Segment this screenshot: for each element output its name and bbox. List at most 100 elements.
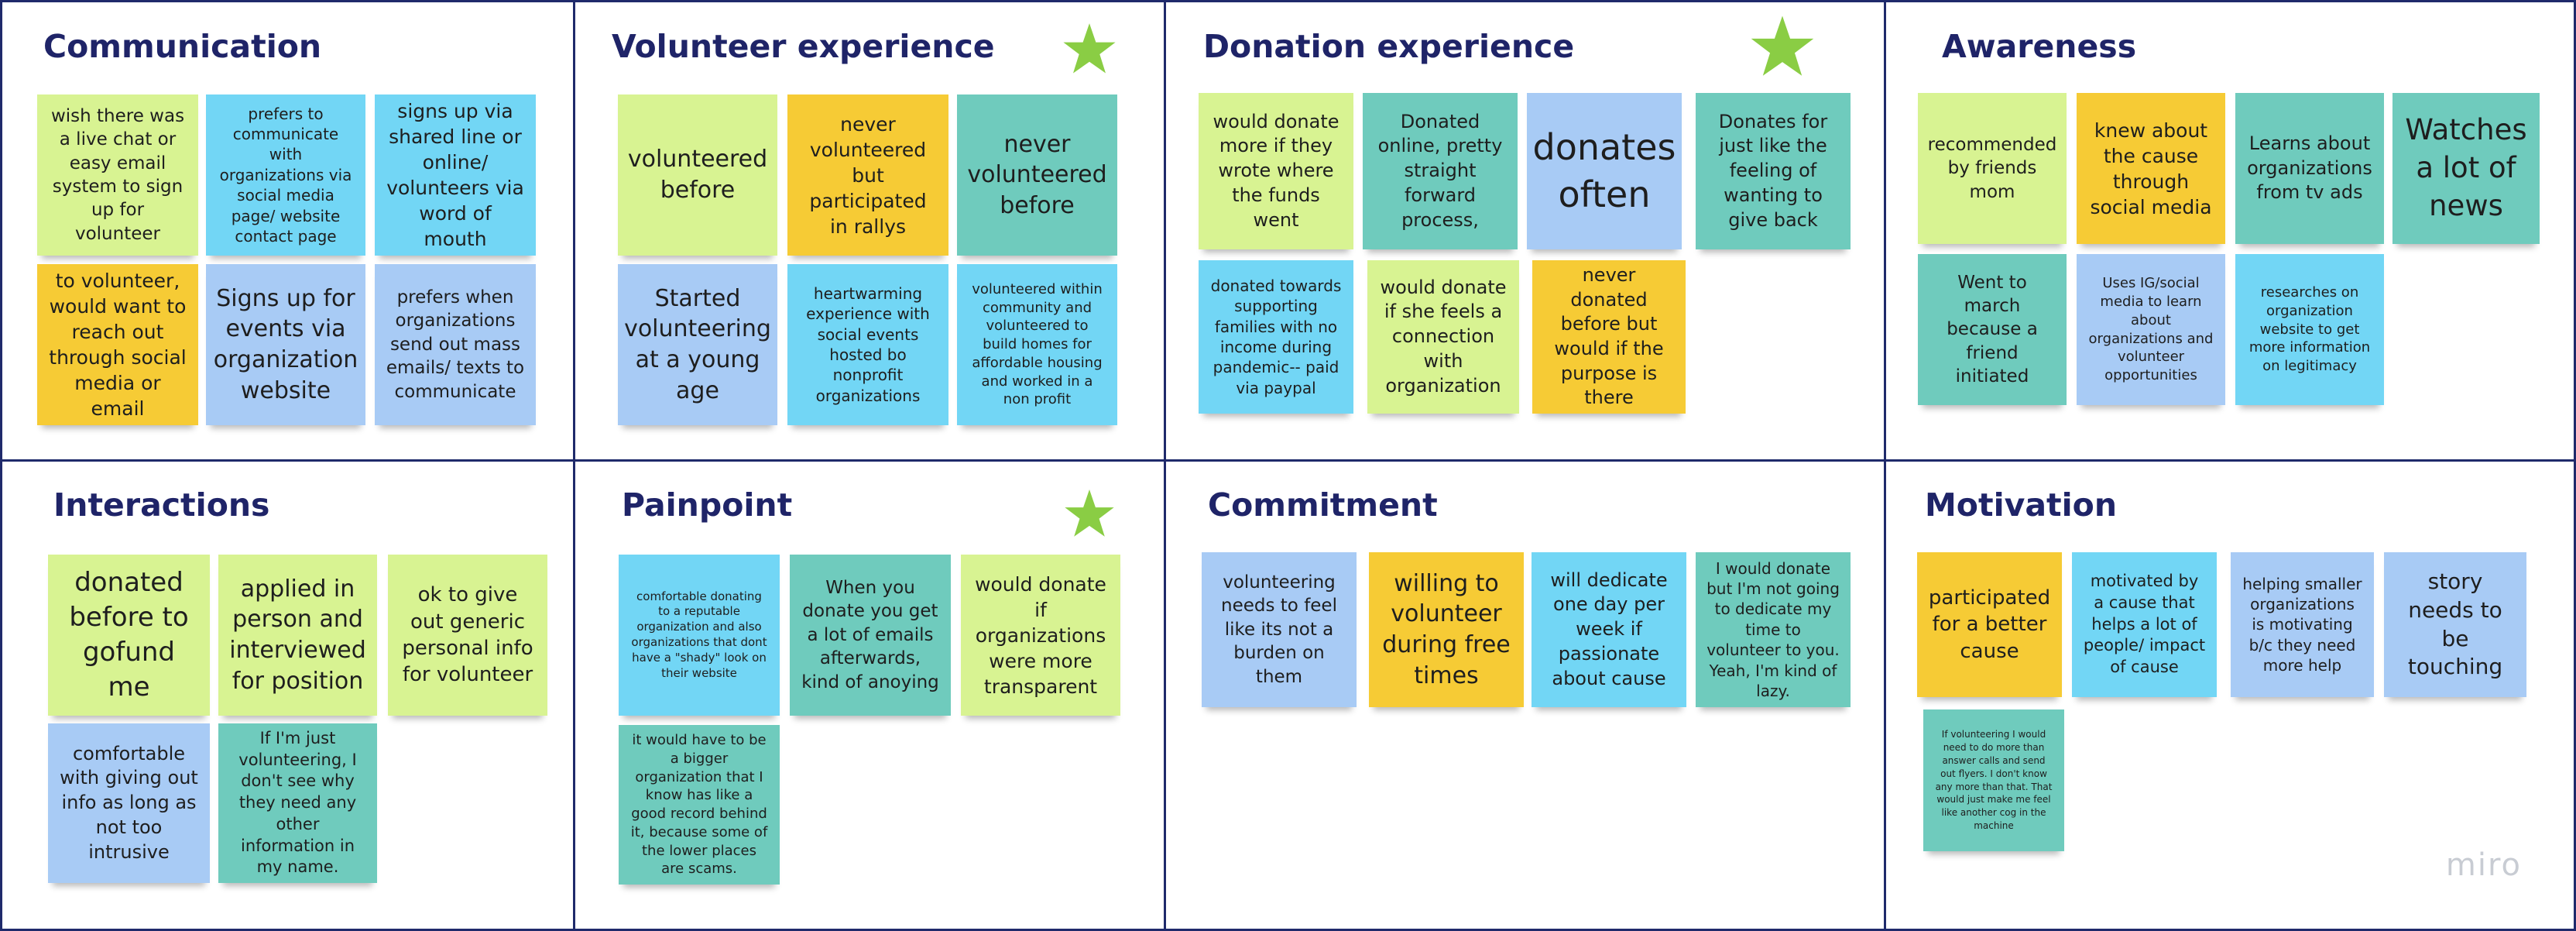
sticky-note[interactable]: volunteering needs to feel like its not … (1202, 552, 1357, 707)
sticky-note-text: would donate more if they wrote where th… (1213, 110, 1339, 231)
sticky-note[interactable]: Started volunteering at a young age (618, 264, 777, 425)
sticky-note[interactable]: signs up via shared line or online/ volu… (375, 94, 536, 256)
sticky-note[interactable]: would donate if organizations were more … (961, 555, 1120, 716)
sticky-note-text: When you donate you get a lot of emails … (801, 578, 939, 692)
frame-title-painpoint[interactable]: Painpoint (622, 486, 793, 524)
frame-title-motivation[interactable]: Motivation (1925, 486, 2118, 524)
sticky-note-text: prefers to communicate with organization… (219, 104, 352, 246)
sticky-note[interactable]: wish there was a live chat or easy email… (37, 94, 198, 256)
sticky-note[interactable]: Learns about organizations from tv ads (2235, 93, 2384, 244)
sticky-note-text: applied in person and interviewed for po… (229, 575, 366, 695)
frame-title-commitment[interactable]: Commitment (1208, 486, 1438, 524)
sticky-note-text: ok to give out generic personal info for… (402, 583, 533, 687)
sticky-note-text: Learns about organizations from tv ads (2247, 132, 2372, 204)
sticky-note-text: would donate if she feels a connection w… (1380, 276, 1507, 397)
sticky-note[interactable]: If volunteering I would need to do more … (1923, 709, 2064, 851)
sticky-note[interactable]: helping smaller organizations is motivat… (2231, 552, 2374, 697)
sticky-note-text: Went to march because a friend initiated (1947, 272, 2038, 387)
sticky-note[interactable]: willing to volunteer during free times (1369, 552, 1524, 707)
sticky-note-text: wish there was a live chat or easy email… (50, 105, 185, 244)
frame-title-interactions[interactable]: Interactions (53, 486, 270, 524)
frame-title-volunteer-experience[interactable]: Volunteer experience (612, 28, 995, 65)
sticky-note-text: comfortable donating to a reputable orga… (631, 589, 767, 680)
sticky-note[interactable]: comfortable donating to a reputable orga… (619, 555, 780, 716)
sticky-note-text: Signs up for events via organization web… (213, 284, 358, 404)
sticky-note-text: never donated before but would if the pu… (1554, 263, 1664, 409)
frame-title-donation-experience[interactable]: Donation experience (1203, 28, 1575, 65)
sticky-note-text: never volunteered before (967, 130, 1107, 219)
sticky-note[interactable]: Uses IG/social media to learn about orga… (2077, 254, 2225, 405)
sticky-note-text: Uses IG/social media to learn about orga… (2088, 275, 2214, 383)
sticky-note[interactable]: comfortable with giving out info as long… (48, 723, 210, 883)
sticky-note-text: willing to volunteer during free times (1382, 569, 1511, 689)
sticky-note[interactable]: prefers when organizations send out mass… (375, 264, 536, 425)
sticky-note-text: motivated by a cause that helps a lot of… (2083, 572, 2206, 677)
sticky-note-text: participated for a better cause (1928, 586, 2051, 663)
sticky-note-text: Donated online, pretty straight forward … (1377, 110, 1503, 231)
sticky-note[interactable]: When you donate you get a lot of emails … (790, 555, 951, 716)
sticky-note[interactable]: researches on organization website to ge… (2235, 254, 2384, 405)
sticky-note[interactable]: Donates for just like the feeling of wan… (1696, 93, 1851, 249)
sticky-note[interactable]: prefers to communicate with organization… (206, 94, 365, 256)
sticky-note-text: volunteered before (627, 146, 768, 204)
sticky-note[interactable]: participated for a better cause (1917, 552, 2062, 697)
sticky-note-text: it would have to be a bigger organizatio… (630, 732, 768, 878)
miro-logo: miro (2445, 847, 2522, 883)
sticky-note-text: researches on organization website to ge… (2248, 284, 2371, 375)
sticky-note[interactable]: never volunteered before (957, 94, 1117, 256)
sticky-note[interactable]: never donated before but would if the pu… (1532, 260, 1686, 414)
sticky-note-text: volunteering needs to feel like its not … (1221, 572, 1337, 687)
sticky-note-text: I would donate but I'm not going to dedi… (1706, 558, 1840, 700)
sticky-note-text: donated before to gofund me (69, 567, 189, 703)
frame-title-awareness[interactable]: Awareness (1942, 28, 2137, 65)
star-icon (1751, 15, 1814, 76)
sticky-note[interactable]: Signs up for events via organization web… (206, 264, 365, 425)
star-icon (1065, 489, 1114, 537)
sticky-note-text: to volunteer, would want to reach out th… (49, 270, 187, 420)
sticky-note-text: never volunteered but participated in ra… (809, 112, 927, 238)
sticky-note[interactable]: volunteered within community and volunte… (957, 264, 1117, 425)
star-icon (1063, 23, 1116, 74)
sticky-note[interactable]: never volunteered but participated in ra… (787, 94, 948, 256)
sticky-note[interactable]: Went to march because a friend initiated (1918, 254, 2067, 405)
sticky-note-text: Donates for just like the feeling of wan… (1718, 110, 1828, 231)
sticky-note[interactable]: ok to give out generic personal info for… (388, 555, 547, 716)
sticky-note-text: signs up via shared line or online/ volu… (386, 100, 524, 250)
sticky-note[interactable]: Watches a lot of news (2392, 93, 2540, 244)
sticky-note-text: prefers when organizations send out mass… (386, 287, 525, 402)
sticky-note[interactable]: it would have to be a bigger organizatio… (619, 725, 780, 885)
sticky-note-text: volunteered within community and volunte… (972, 280, 1103, 408)
sticky-note[interactable]: volunteered before (618, 94, 777, 256)
sticky-note-text: would donate if organizations were more … (975, 572, 1106, 698)
sticky-note[interactable]: would donate more if they wrote where th… (1199, 93, 1353, 249)
sticky-note[interactable]: I would donate but I'm not going to dedi… (1696, 552, 1851, 707)
sticky-note[interactable]: heartwarming experience with social even… (787, 264, 948, 425)
sticky-note-text: recommended by friends mom (1927, 134, 2057, 202)
sticky-note-text: Started volunteering at a young age (624, 284, 771, 404)
sticky-note-text: Watches a lot of news (2405, 113, 2527, 222)
sticky-note[interactable]: will dedicate one day per week if passio… (1532, 552, 1686, 707)
sticky-note[interactable]: donated before to gofund me (48, 555, 210, 716)
sticky-note[interactable]: to volunteer, would want to reach out th… (37, 264, 198, 425)
sticky-note[interactable]: story needs to be touching (2384, 552, 2526, 697)
frame-title-communication[interactable]: Communication (43, 28, 322, 65)
sticky-note[interactable]: would donate if she feels a connection w… (1367, 260, 1519, 414)
sticky-note-text: will dedicate one day per week if passio… (1550, 569, 1668, 689)
sticky-note-text: knew about the cause through social medi… (2090, 119, 2212, 218)
sticky-note[interactable]: Donated online, pretty straight forward … (1363, 93, 1518, 249)
sticky-note-text: comfortable with giving out info as long… (60, 742, 198, 863)
sticky-note[interactable]: recommended by friends mom (1918, 93, 2067, 244)
sticky-note[interactable]: applied in person and interviewed for po… (218, 555, 377, 716)
sticky-note-text: If I'm just volunteering, I don't see wh… (238, 728, 357, 877)
sticky-note-text: If volunteering I would need to do more … (1935, 729, 2053, 831)
sticky-note[interactable]: knew about the cause through social medi… (2077, 93, 2225, 244)
sticky-note[interactable]: If I'm just volunteering, I don't see wh… (218, 723, 377, 883)
sticky-note[interactable]: motivated by a cause that helps a lot of… (2072, 552, 2217, 697)
sticky-note[interactable]: donated towards supporting families with… (1199, 260, 1353, 414)
sticky-note-text: story needs to be touching (2407, 568, 2503, 680)
sticky-note[interactable]: donates often (1527, 93, 1682, 249)
sticky-note-text: helping smaller organizations is motivat… (2242, 574, 2362, 675)
sticky-note-text: heartwarming experience with social even… (806, 283, 930, 405)
sticky-note-text: donates often (1532, 126, 1676, 215)
